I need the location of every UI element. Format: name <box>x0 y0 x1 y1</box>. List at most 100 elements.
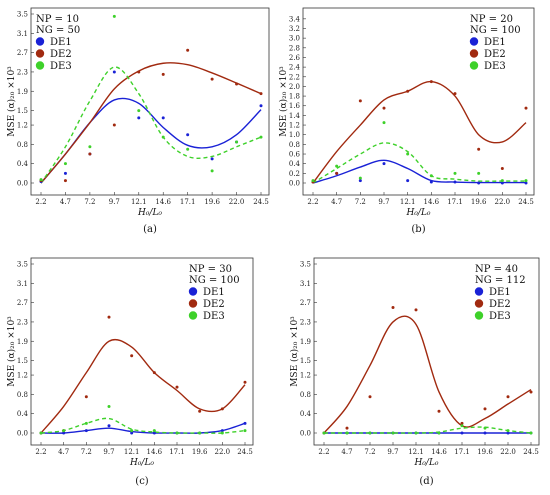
y-tick-label: 0.8 <box>300 391 311 399</box>
data-point-de1 <box>107 424 111 428</box>
param-label: NP = 40 <box>475 264 518 275</box>
legend-label-de3: DE3 <box>489 311 511 322</box>
data-point-de3 <box>477 171 481 175</box>
data-point-de3 <box>235 140 239 144</box>
x-tick-label: 9.7 <box>378 198 389 206</box>
y-tick-label: 3.1 <box>17 280 28 288</box>
data-point-de3 <box>524 179 528 183</box>
data-point-de3 <box>259 135 263 139</box>
y-tick-label: 1.9 <box>300 338 311 346</box>
y-tick-label: 1.2 <box>17 122 28 130</box>
y-tick-label: 0.4 <box>17 410 29 418</box>
data-point-de2 <box>483 407 487 411</box>
data-point-de3 <box>345 431 349 435</box>
x-tick-label: 2.2 <box>35 198 46 206</box>
data-point-de2 <box>88 152 92 156</box>
data-point-de1 <box>429 180 433 184</box>
data-point-de2 <box>107 315 111 319</box>
data-point-de2 <box>437 409 441 413</box>
x-tick-label: 4.7 <box>331 198 342 206</box>
legend-marker-de2 <box>35 49 45 58</box>
legend-marker-de2 <box>474 299 484 308</box>
data-point-de3 <box>137 109 141 113</box>
data-point-de2 <box>259 92 263 96</box>
data-point-de3 <box>84 421 88 425</box>
legend-label-de2: DE2 <box>489 299 511 310</box>
x-tick-label: 12.1 <box>400 198 416 206</box>
x-tick-label: 19.6 <box>477 448 493 456</box>
data-point-de3 <box>186 147 190 151</box>
data-point-de1 <box>259 104 263 108</box>
data-point-de2 <box>161 72 165 76</box>
x-tick-label: 22.0 <box>495 198 511 206</box>
legend-label-de1: DE1 <box>484 37 506 48</box>
y-axis-label: MSE (α)₂₀ ×10³ <box>6 66 17 137</box>
data-point-de1 <box>137 116 141 120</box>
data-point-de1 <box>506 431 510 435</box>
legend-label-de3: DE3 <box>203 311 225 322</box>
data-point-de2 <box>506 395 510 399</box>
y-tick-label: 0.0 <box>17 180 28 188</box>
y-tick-label: 2.0 <box>289 83 300 91</box>
series-line-de1 <box>40 97 262 184</box>
y-axis-label: MSE (α)₂₀ ×10³ <box>6 316 17 387</box>
data-point-de2 <box>358 99 362 103</box>
legend-marker-de2 <box>188 299 198 308</box>
data-point-de1 <box>220 429 224 433</box>
x-axis-label: H₀/L₀ <box>129 458 154 468</box>
data-point-de2 <box>429 80 433 84</box>
series-line-de3 <box>323 426 532 434</box>
data-point-de1 <box>460 431 464 435</box>
data-point-de1 <box>152 431 156 435</box>
y-axis-label: MSE (α)₂₀ ×10³ <box>289 316 300 387</box>
x-tick-label: 4.7 <box>341 448 352 456</box>
data-point-de2 <box>210 77 214 81</box>
y-tick-label: 3.5 <box>17 261 28 269</box>
series-line-de3 <box>312 142 526 184</box>
data-point-de3 <box>243 429 247 433</box>
data-point-de3 <box>529 431 533 435</box>
panel-b: 0.00.20.40.60.81.01.21.41.61.82.02.22.42… <box>278 7 535 235</box>
param-label: NP = 20 <box>470 14 513 25</box>
series-line-de1 <box>312 159 526 184</box>
x-tick-label: 9.7 <box>103 448 114 456</box>
legend-marker-de3 <box>469 61 479 70</box>
y-tick-label: 1.5 <box>17 357 28 365</box>
panel-caption: (b) <box>411 224 425 235</box>
y-tick-label: 0.0 <box>300 430 311 438</box>
data-point-de2 <box>460 421 464 425</box>
panel-c: 0.0 0.4 0.8 1.2 1.5 1.9 2.3 2.7 3.1 3.5 2.2 4.7 7.2 9… <box>6 257 254 487</box>
data-point-de3 <box>210 169 214 173</box>
data-point-de3 <box>335 164 339 168</box>
y-tick-label: 1.2 <box>289 122 300 130</box>
legend-label-de2: DE2 <box>484 49 506 60</box>
data-point-de1 <box>112 70 116 74</box>
data-point-de3 <box>175 431 179 435</box>
data-point-de2 <box>84 395 88 399</box>
param-label: NG = 50 <box>36 25 80 36</box>
y-tick-label: 1.5 <box>17 107 28 115</box>
series-line-de2 <box>40 338 246 434</box>
legend-label-de2: DE2 <box>203 299 225 310</box>
y-tick-label: 1.4 <box>289 112 301 120</box>
y-tick-label: 3.0 <box>289 35 300 43</box>
y-tick-label: 3.1 <box>17 30 28 38</box>
legend-marker-de2 <box>469 49 479 58</box>
plot-frame <box>313 257 540 446</box>
y-tick-label: 2.3 <box>17 318 28 326</box>
data-point-de2 <box>406 89 410 93</box>
x-tick-label: 14.6 <box>431 448 447 456</box>
legend-label-de1: DE1 <box>489 287 511 298</box>
data-point-de3 <box>406 152 410 156</box>
y-tick-label: 2.2 <box>289 73 300 81</box>
y-tick-label: 1.2 <box>17 372 28 380</box>
series-line-de2 <box>323 315 532 434</box>
legend-marker-de1 <box>469 37 479 46</box>
x-tick-label: 4.7 <box>58 448 69 456</box>
y-tick-label: 1.0 <box>289 131 300 139</box>
data-point-de3 <box>198 431 202 435</box>
x-tick-label: 17.1 <box>447 198 463 206</box>
y-tick-label: 0.8 <box>289 141 300 149</box>
series-line-de2 <box>312 80 527 184</box>
panel-caption: (a) <box>143 224 157 235</box>
